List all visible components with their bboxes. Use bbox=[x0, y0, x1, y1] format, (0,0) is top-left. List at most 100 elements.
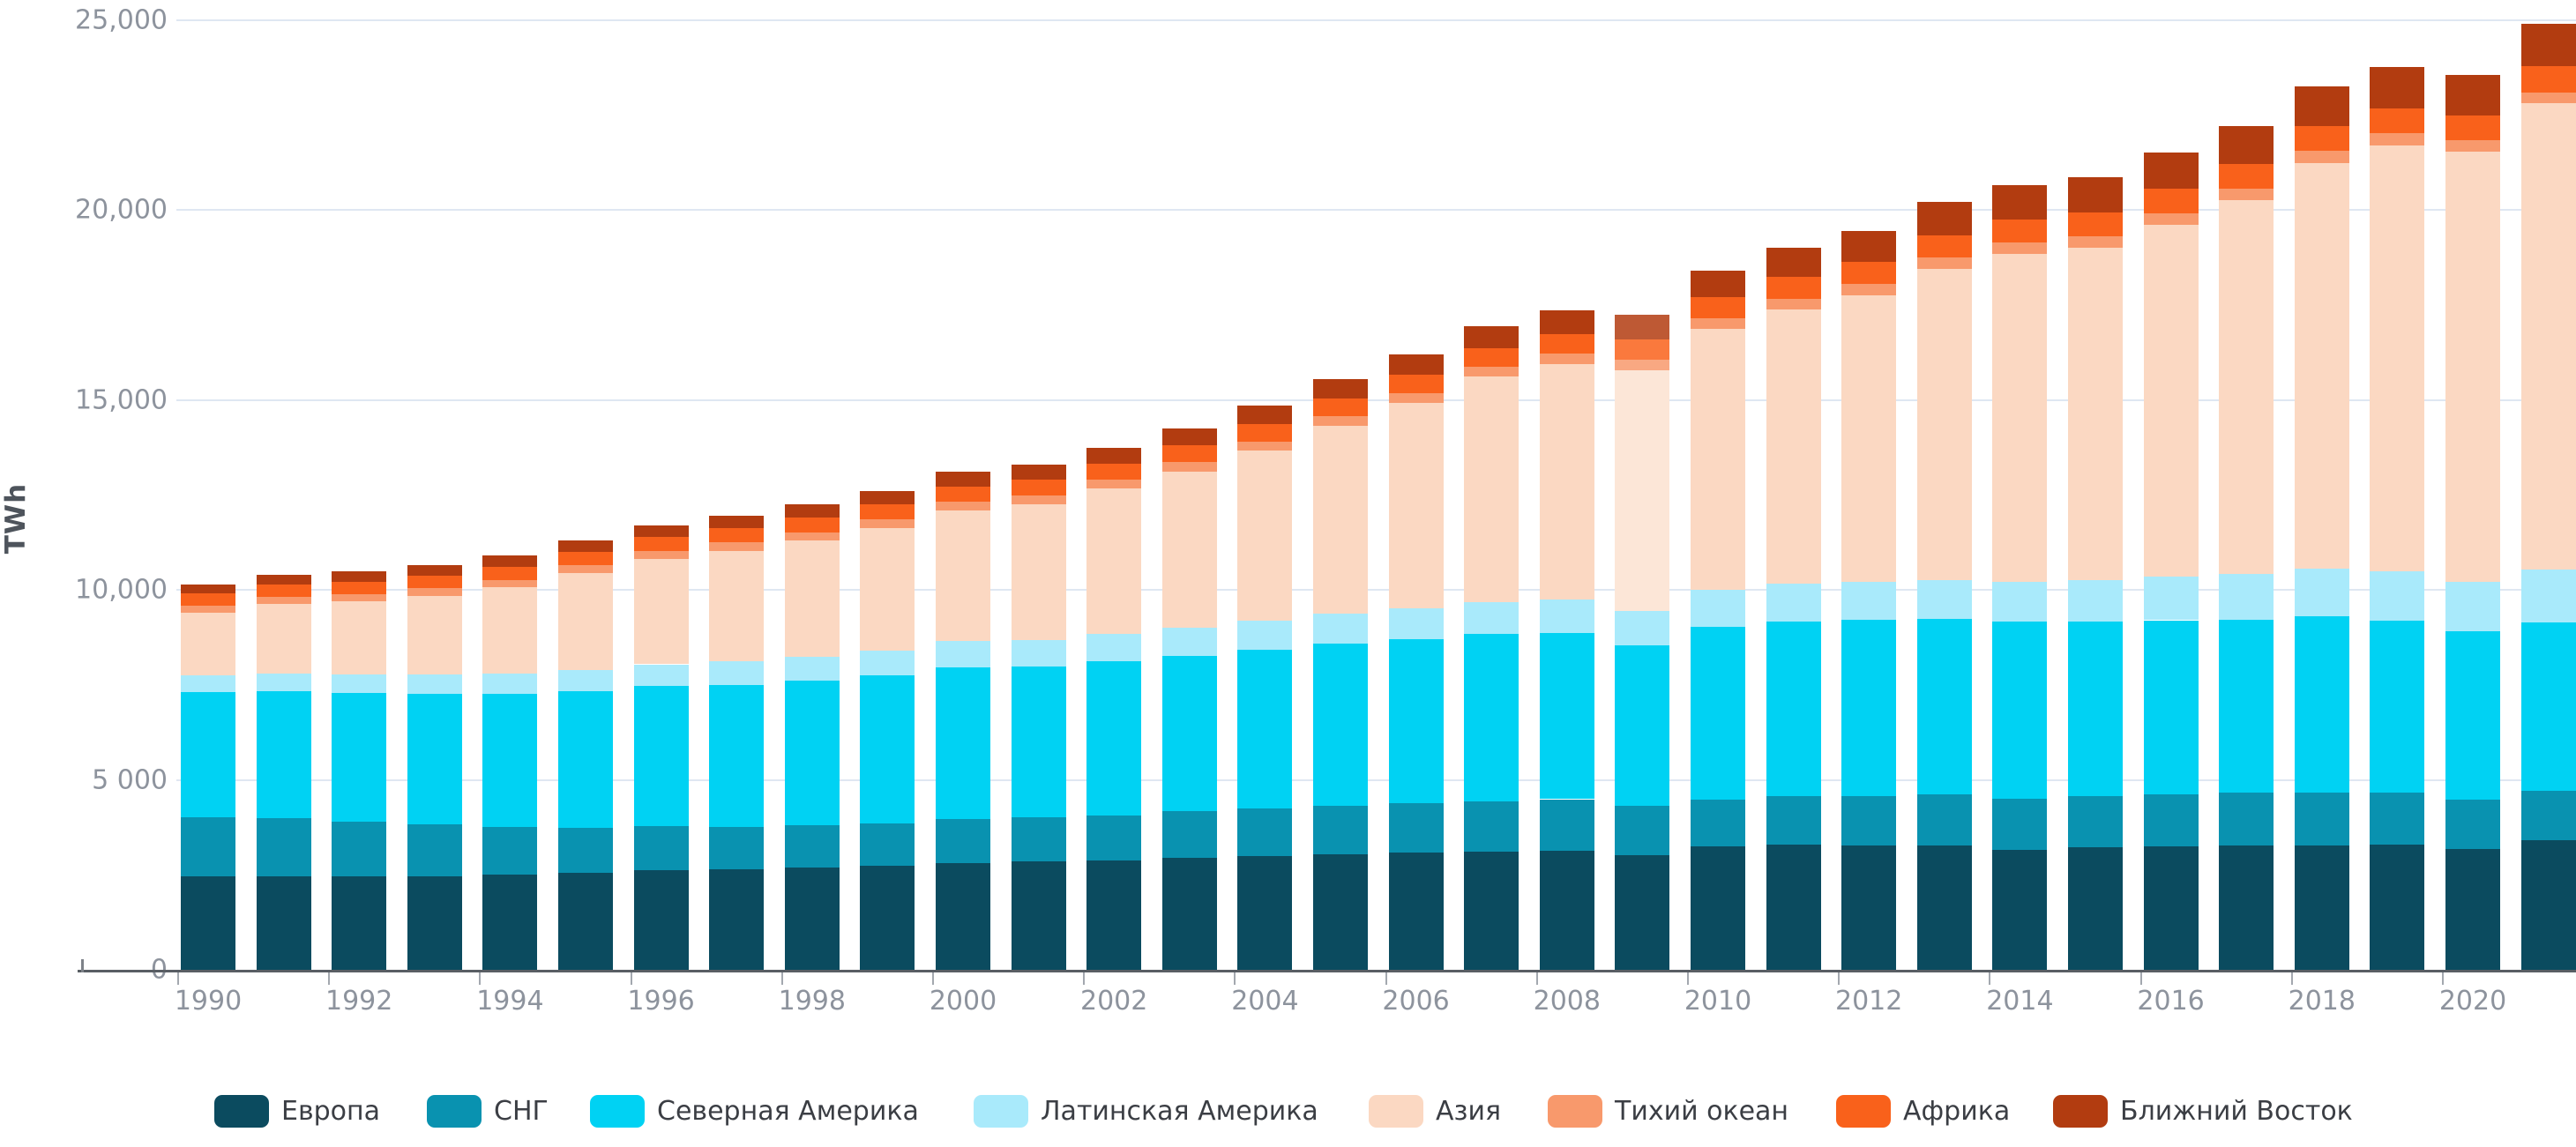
bar-segment-1991-Латинская Америка[interactable] bbox=[256, 673, 311, 692]
bar-1990[interactable] bbox=[181, 584, 235, 970]
bar-segment-2011-Латинская Америка[interactable] bbox=[1766, 584, 1821, 622]
bar-segment-2018-Северная Америка[interactable] bbox=[2294, 615, 2349, 793]
bar-segment-2015-Африка[interactable] bbox=[2068, 212, 2123, 236]
bar-segment-2011-Азия[interactable] bbox=[1766, 309, 1821, 585]
bar-segment-1996-Европа[interactable] bbox=[633, 869, 689, 970]
bar-segment-2014-Тихий океан[interactable] bbox=[1992, 242, 2048, 254]
bar-segment-2006-Африка[interactable] bbox=[1388, 375, 1444, 394]
bar-segment-1995-СНГ[interactable] bbox=[558, 827, 613, 874]
bar-segment-1992-СНГ[interactable] bbox=[332, 821, 387, 877]
bar-segment-1990-Азия[interactable] bbox=[181, 612, 235, 675]
bar-segment-1997-Азия[interactable] bbox=[709, 550, 765, 662]
bar-segment-2002-СНГ[interactable] bbox=[1086, 815, 1142, 860]
bar-2011[interactable] bbox=[1766, 248, 1821, 970]
bar-segment-1991-Европа[interactable] bbox=[256, 875, 311, 970]
bar-segment-1994-Латинская Америка[interactable] bbox=[482, 673, 538, 694]
bar-segment-2003-Тихий океан[interactable] bbox=[1161, 462, 1217, 472]
bar-segment-2004-Европа[interactable] bbox=[1237, 855, 1293, 970]
bar-2021[interactable] bbox=[2520, 23, 2576, 970]
bar-segment-1992-Ближний Восток[interactable] bbox=[332, 571, 387, 582]
bar-segment-2021-Европа[interactable] bbox=[2520, 840, 2576, 970]
bar-1993[interactable] bbox=[407, 564, 462, 970]
bar-segment-2013-Ближний Восток[interactable] bbox=[1916, 202, 1972, 235]
bar-segment-1992-Африка[interactable] bbox=[332, 581, 387, 594]
bar-1991[interactable] bbox=[256, 574, 311, 970]
bar-segment-1990-Ближний Восток[interactable] bbox=[181, 584, 235, 593]
bar-segment-2000-Тихий океан[interactable] bbox=[936, 502, 990, 510]
bar-segment-2013-Северная Америка[interactable] bbox=[1916, 619, 1972, 795]
bar-segment-2003-СНГ[interactable] bbox=[1161, 811, 1217, 858]
bar-segment-2016-СНГ[interactable] bbox=[2143, 793, 2199, 846]
bar-segment-2008-Европа[interactable] bbox=[1539, 850, 1594, 970]
bar-2009[interactable] bbox=[1615, 314, 1670, 970]
legend-item-Тихий океан[interactable]: Тихий океан bbox=[1548, 1093, 1788, 1128]
bar-segment-1996-Северная Америка[interactable] bbox=[633, 686, 689, 826]
bar-segment-2001-Европа[interactable] bbox=[1011, 861, 1066, 970]
bar-segment-1991-СНГ[interactable] bbox=[256, 817, 311, 876]
bar-segment-2013-Европа[interactable] bbox=[1916, 845, 1972, 970]
bar-segment-2016-Ближний Восток[interactable] bbox=[2143, 153, 2199, 190]
legend-item-Северная Америка[interactable]: Северная Америка bbox=[590, 1093, 919, 1128]
bar-segment-1990-Северная Америка[interactable] bbox=[181, 692, 235, 817]
bar-segment-1993-Азия[interactable] bbox=[407, 595, 462, 674]
bar-segment-2016-Северная Америка[interactable] bbox=[2143, 620, 2199, 794]
bar-segment-2021-СНГ[interactable] bbox=[2520, 791, 2576, 841]
bar-segment-2002-Азия[interactable] bbox=[1086, 488, 1142, 635]
bar-segment-2018-Латинская Америка[interactable] bbox=[2294, 568, 2349, 616]
bar-segment-2020-Тихий океан[interactable] bbox=[2445, 139, 2500, 153]
bar-segment-2007-Северная Америка[interactable] bbox=[1464, 634, 1519, 801]
bar-segment-2014-СНГ[interactable] bbox=[1992, 798, 2048, 850]
bar-segment-2006-Тихий океан[interactable] bbox=[1388, 393, 1444, 404]
legend-item-СНГ[interactable]: СНГ bbox=[427, 1093, 549, 1128]
bar-segment-2019-Тихий океан[interactable] bbox=[2370, 133, 2425, 146]
bar-segment-2014-Африка[interactable] bbox=[1992, 219, 2048, 242]
bar-segment-1998-Азия[interactable] bbox=[784, 540, 840, 657]
bar-segment-2005-Азия[interactable] bbox=[1313, 426, 1368, 614]
bar-segment-2005-Европа[interactable] bbox=[1313, 853, 1368, 970]
bar-segment-2006-Европа[interactable] bbox=[1388, 852, 1444, 970]
bar-segment-1996-Африка[interactable] bbox=[633, 537, 689, 552]
bar-segment-1998-Тихий океан[interactable] bbox=[784, 532, 840, 540]
bar-segment-1991-Азия[interactable] bbox=[256, 603, 311, 674]
bar-segment-2013-Тихий океан[interactable] bbox=[1916, 257, 1972, 270]
bar-segment-2004-Ближний Восток[interactable] bbox=[1237, 406, 1293, 424]
bar-segment-2015-Азия[interactable] bbox=[2068, 248, 2123, 580]
bar-segment-2001-Тихий океан[interactable] bbox=[1011, 495, 1066, 505]
bar-segment-2000-Африка[interactable] bbox=[936, 486, 990, 503]
bar-segment-2012-Латинская Америка[interactable] bbox=[1841, 581, 1897, 620]
bar-segment-1998-Европа[interactable] bbox=[784, 867, 840, 970]
bar-segment-2021-Ближний Восток[interactable] bbox=[2520, 23, 2576, 66]
bar-2010[interactable] bbox=[1691, 270, 1745, 970]
legend-item-Ближний Восток[interactable]: Ближний Восток bbox=[2053, 1093, 2353, 1128]
legend-item-Латинская Америка[interactable]: Латинская Америка bbox=[974, 1093, 1318, 1128]
bar-segment-2007-СНГ[interactable] bbox=[1464, 801, 1519, 852]
bar-segment-2005-СНГ[interactable] bbox=[1313, 806, 1368, 854]
bar-segment-2001-СНГ[interactable] bbox=[1011, 816, 1066, 862]
bar-2001[interactable] bbox=[1011, 464, 1066, 970]
bar-segment-2012-Азия[interactable] bbox=[1841, 295, 1897, 582]
bar-segment-2013-Африка[interactable] bbox=[1916, 235, 1972, 258]
bar-segment-2019-Африка[interactable] bbox=[2370, 108, 2425, 134]
bar-segment-2018-Азия[interactable] bbox=[2294, 162, 2349, 569]
bar-segment-2015-Ближний Восток[interactable] bbox=[2068, 177, 2123, 213]
bar-segment-2003-Ближний Восток[interactable] bbox=[1161, 428, 1217, 446]
bar-segment-1996-СНГ[interactable] bbox=[633, 825, 689, 870]
bar-segment-2001-Азия[interactable] bbox=[1011, 504, 1066, 640]
bar-segment-1997-Северная Америка[interactable] bbox=[709, 684, 765, 827]
bar-segment-2017-Азия[interactable] bbox=[2219, 200, 2274, 574]
bar-segment-2020-Африка[interactable] bbox=[2445, 115, 2500, 140]
bar-segment-2012-Европа[interactable] bbox=[1841, 845, 1897, 970]
bar-segment-2013-Латинская Америка[interactable] bbox=[1916, 580, 1972, 620]
bar-segment-2020-Азия[interactable] bbox=[2445, 152, 2500, 582]
bar-1999[interactable] bbox=[860, 490, 915, 970]
bar-segment-2020-Северная Америка[interactable] bbox=[2445, 631, 2500, 800]
bar-segment-2017-Тихий океан[interactable] bbox=[2219, 188, 2274, 201]
bar-segment-1993-Африка[interactable] bbox=[407, 575, 462, 589]
bar-2017[interactable] bbox=[2219, 126, 2274, 970]
bar-segment-1997-Ближний Восток[interactable] bbox=[709, 516, 765, 529]
bar-segment-2000-СНГ[interactable] bbox=[936, 819, 990, 863]
bar-segment-1996-Тихий океан[interactable] bbox=[633, 551, 689, 560]
bar-segment-1995-Ближний Восток[interactable] bbox=[558, 540, 613, 553]
bar-segment-1997-Африка[interactable] bbox=[709, 528, 765, 543]
bar-segment-2011-СНГ[interactable] bbox=[1766, 796, 1821, 845]
